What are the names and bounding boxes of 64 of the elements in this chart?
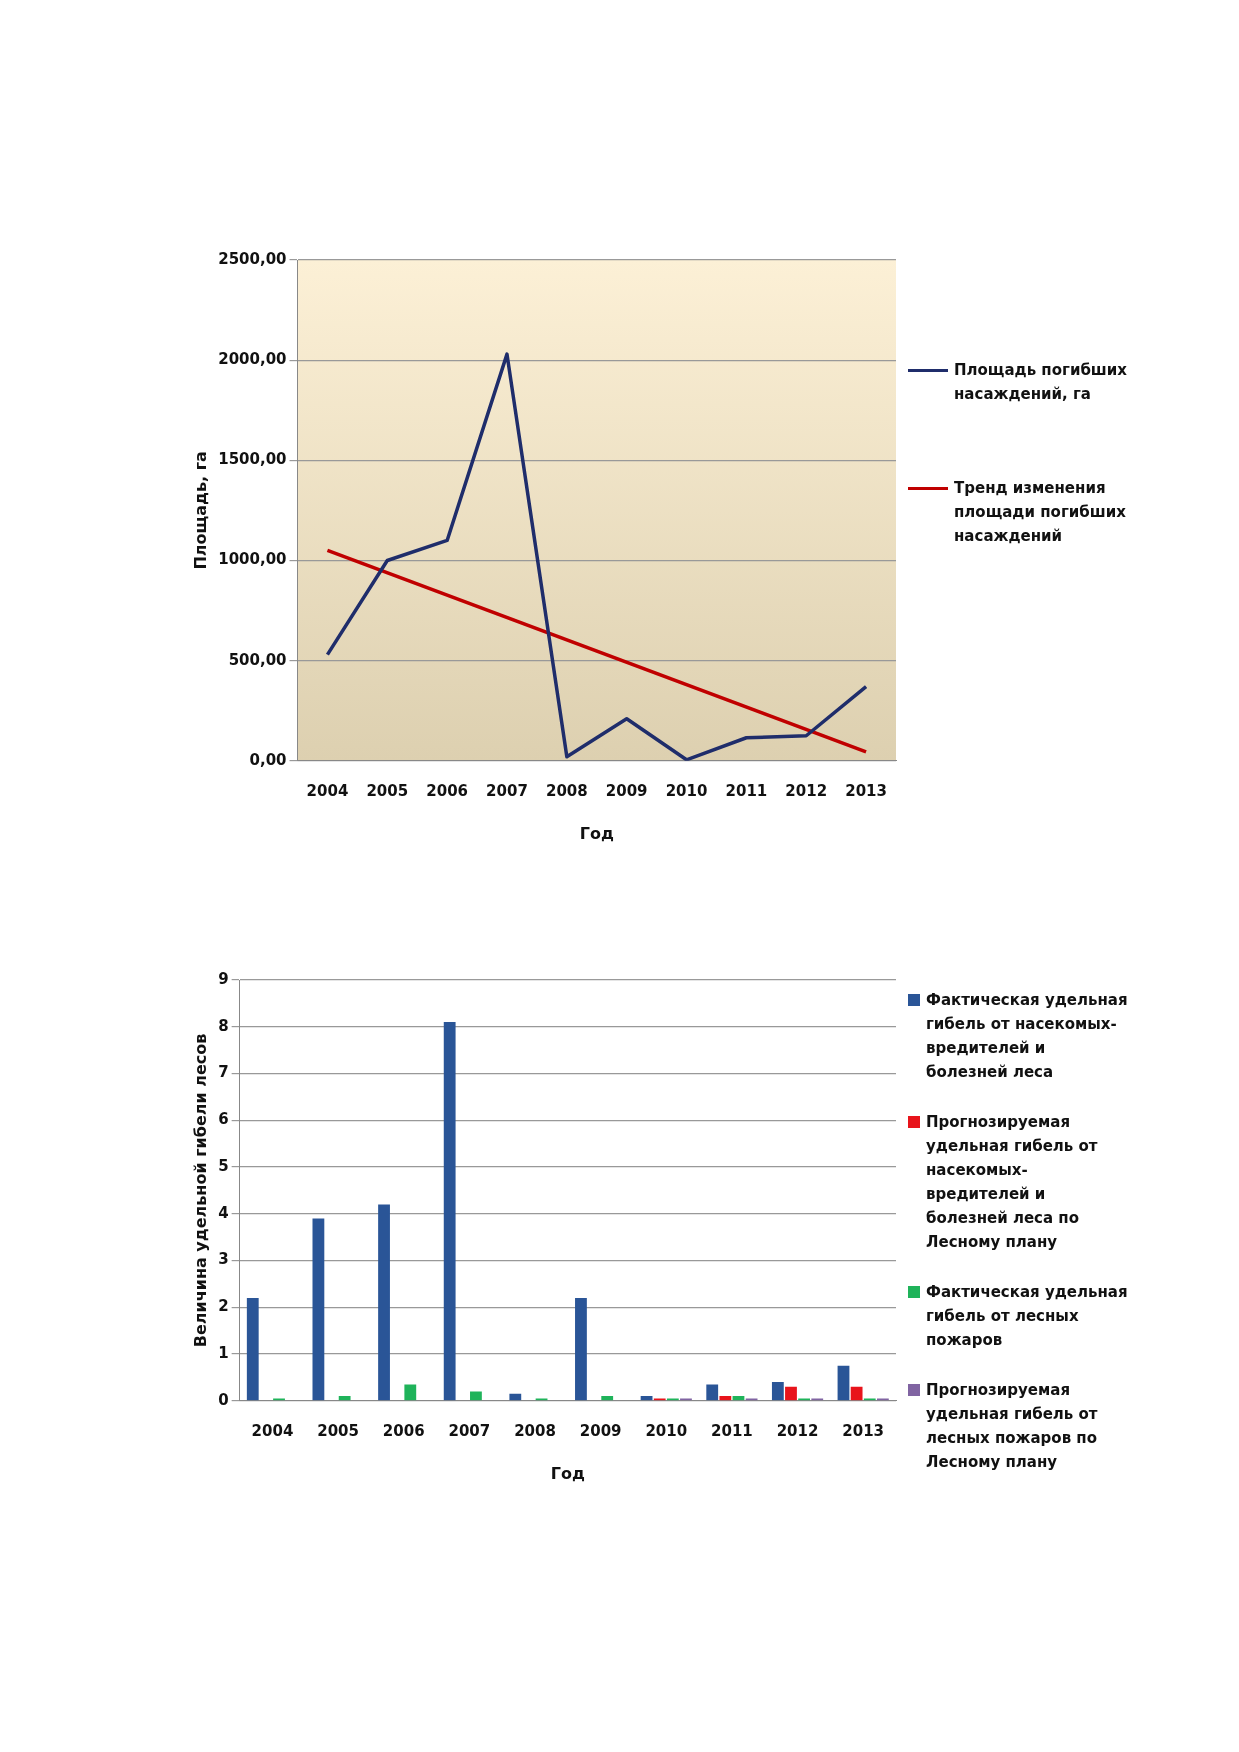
- x-tick-label: 2011: [711, 1421, 753, 1440]
- x-tick-label: 2013: [842, 1421, 885, 1440]
- x-tick-label: 2012: [785, 781, 828, 800]
- y-tick-label: 8: [218, 1016, 229, 1035]
- x-tick-label: 2011: [725, 781, 768, 800]
- x-tick-label: 2010: [645, 1421, 688, 1440]
- bar: [732, 1396, 745, 1401]
- y-axis-title: Площадь, га: [190, 451, 210, 570]
- x-tick-label: 2007: [448, 1421, 491, 1440]
- legend-label: Прогнозируемая удельная гибель от насекомых-вредителей и болезней леса по Лесному плану: [926, 1112, 1099, 1253]
- y-tick-label: 1500,00: [218, 450, 287, 469]
- y-tick-label: 0,00: [249, 750, 287, 769]
- y-tick-label: 0: [218, 1390, 229, 1409]
- bar: [719, 1396, 732, 1401]
- y-tick-label: 500,00: [228, 650, 287, 669]
- y-tick-label: 2500,00: [218, 249, 287, 268]
- bar: [601, 1396, 614, 1401]
- bar: [706, 1384, 719, 1401]
- legend-label: Площадь погибших насаждений, га: [954, 360, 1128, 405]
- x-axis-title: Год: [579, 823, 614, 843]
- legend-label: Фактическая удельная гибель от лесных пожаров: [926, 1282, 1128, 1351]
- x-tick-label: 2010: [665, 781, 708, 800]
- x-tick-label: 2009: [605, 781, 648, 800]
- y-tick-label: 1000,00: [218, 550, 287, 569]
- bar: [443, 1022, 456, 1401]
- bar: [771, 1382, 784, 1401]
- x-tick-label: 2006: [426, 781, 469, 800]
- y-tick-label: 2: [218, 1297, 229, 1316]
- legend-label: Прогнозируемая удельная гибель от лесных пожаров по Лесному плану: [926, 1380, 1099, 1473]
- y-axis-title: Величина удельной гибели лесов: [190, 1033, 210, 1348]
- y-tick-label: 2000,00: [218, 350, 287, 369]
- y-tick-label: 3: [218, 1250, 229, 1269]
- x-tick-label: 2012: [776, 1421, 819, 1440]
- x-tick-label: 2007: [486, 781, 528, 800]
- bar: [837, 1365, 850, 1401]
- y-tick-label: 7: [218, 1063, 229, 1082]
- y-tick-label: 4: [218, 1203, 229, 1222]
- y-tick-label: 9: [218, 969, 229, 988]
- bar: [640, 1396, 653, 1401]
- bar: [850, 1386, 863, 1401]
- x-tick-label: 2005: [366, 781, 409, 800]
- bar: [470, 1391, 482, 1401]
- legend-label: Фактическая удельная гибель от насекомых-вредителей и болезней леса: [926, 990, 1128, 1083]
- x-tick-label: 2008: [545, 781, 588, 800]
- x-axis-title: Год: [550, 1463, 585, 1483]
- bar: [575, 1297, 587, 1401]
- bar: [509, 1393, 522, 1401]
- bar: [378, 1204, 390, 1401]
- bar: [785, 1386, 797, 1401]
- bar: [246, 1297, 259, 1401]
- x-tick-label: 2013: [845, 781, 887, 800]
- y-tick-label: 1: [218, 1343, 229, 1362]
- y-tick-label: 5: [218, 1156, 229, 1175]
- legend-label: Тренд изменения площади погибших насаждений: [954, 478, 1127, 547]
- x-tick-label: 2009: [579, 1421, 622, 1440]
- x-tick-label: 2008: [514, 1421, 556, 1440]
- bar: [404, 1384, 417, 1401]
- x-tick-label: 2005: [317, 1421, 359, 1440]
- x-tick-label: 2004: [251, 1421, 294, 1440]
- x-tick-label: 2004: [306, 781, 349, 800]
- x-tick-label: 2006: [382, 1421, 425, 1440]
- y-tick-label: 6: [218, 1110, 229, 1129]
- bar: [312, 1218, 325, 1401]
- bar: [338, 1396, 351, 1401]
